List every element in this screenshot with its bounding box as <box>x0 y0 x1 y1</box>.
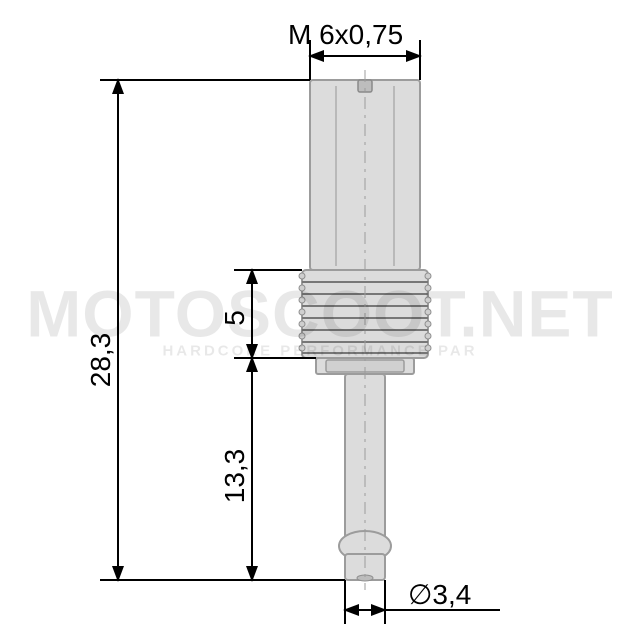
label-shaft-length: 13,3 <box>219 449 250 504</box>
label-thread-length: 5 <box>219 310 250 326</box>
label-thread-spec: M 6x0,75 <box>288 19 403 50</box>
label-tip-diameter: ∅3,4 <box>408 579 471 610</box>
extension-lines <box>100 40 500 624</box>
label-overall-height: 28,3 <box>85 333 116 388</box>
jet-part <box>299 70 431 590</box>
technical-drawing: M 6x0,75 28,3 5 13,3 ∅3,4 <box>0 0 640 640</box>
